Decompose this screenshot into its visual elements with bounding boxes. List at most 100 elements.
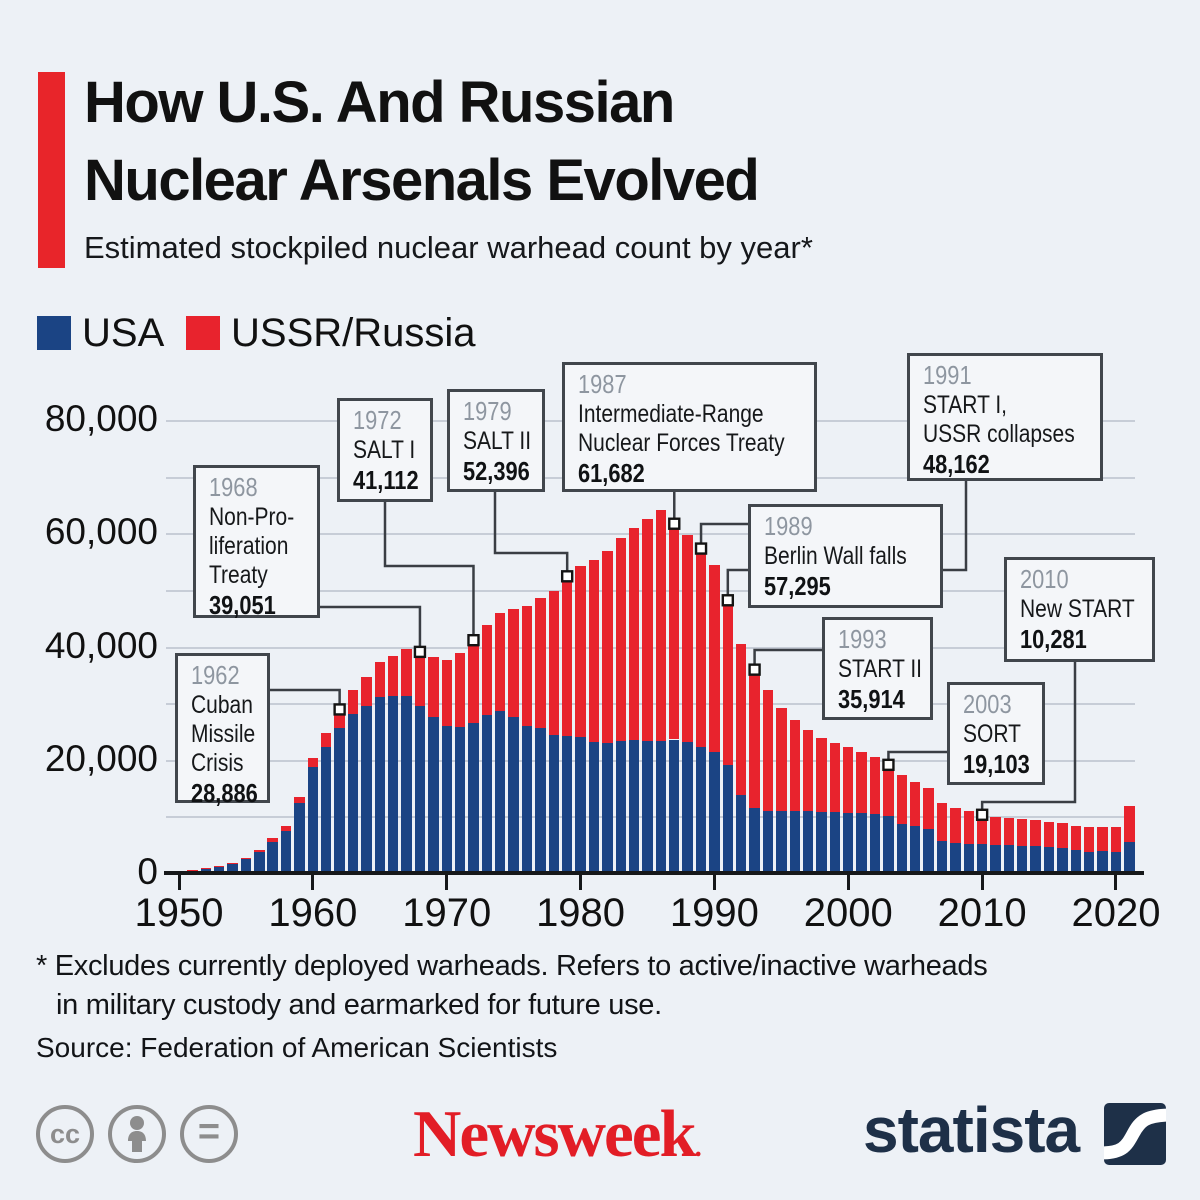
annotation-text: USSR collapses [923,420,1075,448]
x-axis-label-2010: 2010 [937,891,1027,935]
annotation-year: 1987 [578,369,627,399]
event-marker-1991 [721,594,735,607]
bar-usa-2016 [1057,848,1068,873]
page-subtitle: Estimated stockpiled nuclear warhead cou… [84,230,813,265]
bar-russia-1979 [561,576,573,737]
bar-usa-1952 [200,868,211,873]
bar-russia-2007 [936,803,948,841]
bar-usa-2011 [990,845,1001,873]
bar-usa-2009 [963,844,974,873]
bar-russia-1977 [535,597,546,729]
bar-russia-1980 [575,566,586,737]
bar-usa-1987 [669,739,680,873]
bar-usa-1988 [682,741,693,873]
bar-russia-1997 [802,729,814,812]
bar-usa-1963 [347,713,359,873]
bar-usa-1984 [628,740,640,873]
x-axis-label-2020: 2020 [1071,891,1161,935]
bar-russia-1992 [735,643,747,796]
bar-russia-1963 [347,689,359,714]
annotation-year: 1962 [191,660,240,690]
bar-usa-1974 [495,711,506,873]
bar-russia-1988 [682,534,693,742]
annotation-box-1993: 1993 START II 35,914 [822,617,933,720]
source-text: Source: Federation of American Scientist… [36,1032,558,1063]
connector-1972 [383,502,475,641]
annotation-year: 2003 [963,689,1012,719]
bar-russia-2019 [1097,827,1108,852]
bar-russia-1996 [789,720,800,811]
annotation-box-1989: 1989 Berlin Wall falls 57,295 [748,504,943,608]
x-axis-label-1960: 1960 [268,891,358,935]
bar-usa-2003 [883,816,894,873]
annotation-year: 1979 [463,396,512,426]
bar-usa-1954 [227,863,238,873]
bar-russia-1964 [361,676,372,707]
bar-russia-2016 [1057,822,1068,849]
bar-usa-1961 [321,747,332,873]
bar-usa-1970 [441,725,452,873]
statista-wordmark: statista [863,1094,1080,1166]
bar-usa-2014 [1030,846,1041,873]
bar-russia-1995 [776,708,787,812]
connector-2010 [980,662,1077,815]
legend-label-ussr-russia: USSR/Russia [231,311,476,355]
annotation-year: 1991 [923,360,972,390]
bar-russia-1974 [495,612,506,712]
bar-russia-1971 [454,652,466,727]
bar-usa-1969 [428,716,439,873]
bar-usa-1983 [615,741,626,873]
bar-russia-2017 [1070,825,1082,851]
bar-usa-1994 [762,810,774,873]
bar-usa-2002 [869,813,881,873]
event-marker-1962 [333,703,346,716]
bar-usa-1989 [695,747,707,873]
bar-usa-2013 [1017,845,1028,873]
annotation-box-1972: 1972 SALT I 41,112 [337,398,433,502]
y-axis-label: 20,000 [44,737,158,779]
x-axis-line [164,871,1144,875]
annotation-box-2010: 2010 New START 10,281 [1004,557,1155,662]
bar-russia-1966 [387,656,399,697]
bar-usa-2020 [1110,851,1122,873]
bar-russia-2013 [1017,819,1028,846]
bar-russia-1957 [267,837,278,842]
bar-usa-1958 [280,831,292,873]
x-axis-tick-2000 [846,875,850,890]
annotation-value: 41,112 [353,465,419,495]
newsweek-wordmark: Newsweek [413,1097,697,1171]
legend-label-usa: USA [82,311,165,355]
annotation-text: Missile [191,720,256,748]
bar-russia-1953 [213,865,225,867]
bar-usa-1979 [561,736,573,873]
x-axis-tick-2020 [1114,875,1118,890]
bar-usa-1962 [334,728,345,873]
title-accent-bar [38,72,65,268]
annotation-value: 57,295 [764,571,831,601]
bar-usa-1973 [481,715,493,873]
bar-russia-1994 [762,689,774,811]
x-axis-label-1950: 1950 [134,891,224,935]
annotation-text: Treaty [209,561,268,589]
bar-russia-2020 [1110,827,1122,852]
cc-license-icon: cc [36,1105,94,1163]
bar-usa-1991 [722,765,733,873]
bar-usa-1967 [401,696,412,873]
annotation-year: 1993 [838,624,887,654]
cc-attribution-person-icon [108,1105,166,1163]
cc-icon-text: cc [49,1119,81,1149]
event-marker-1989 [694,542,708,555]
bar-russia-1982 [602,551,613,744]
annotation-year: 1989 [764,511,813,541]
bar-russia-1986 [655,510,667,741]
bar-russia-2014 [1030,820,1041,847]
title-line-2: Nuclear Arsenals Evolved [84,148,760,213]
footnote-line-2: in military custody and earmarked for fu… [56,989,662,1021]
bar-russia-2021 [1124,806,1135,842]
y-axis-label: 60,000 [44,511,158,553]
bar-usa-1955 [240,859,252,873]
legend-swatch-usa [37,316,71,350]
annotation-text: SALT II [463,427,532,455]
annotation-box-1987: 1987 Intermediate-Range Nuclear Forces Tre… [562,362,817,492]
